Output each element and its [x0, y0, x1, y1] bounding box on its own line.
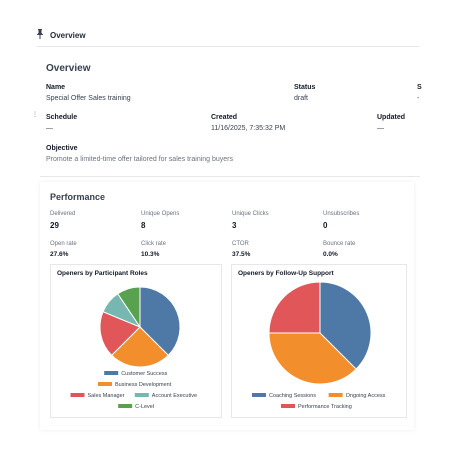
metric-value: 8 — [141, 221, 146, 230]
legend-swatch[interactable] — [70, 393, 85, 397]
rate-value: 27.6% — [50, 251, 69, 258]
created-value: 11/16/2025, 7:35:32 PM — [211, 125, 286, 132]
name-label: Name — [46, 84, 66, 91]
rate-value: 0.0% — [323, 251, 338, 258]
drag-handle-icon[interactable]: ⋮ — [32, 112, 38, 118]
participant-roles-chart: Openers by Participant Roles Customer Su… — [50, 264, 222, 418]
legend-swatch[interactable] — [104, 371, 119, 375]
truncated-column-label: S — [417, 84, 422, 91]
status-value: draft — [294, 95, 309, 102]
metric-value: 0 — [323, 221, 328, 230]
schedule-value: — — [46, 125, 53, 132]
objective-label: Objective — [46, 145, 78, 152]
overview-heading: Overview — [46, 63, 91, 74]
objective-value: Promote a limited-time offer tailored fo… — [46, 156, 234, 163]
pie-slice-ongoing-access[interactable] — [268, 332, 357, 385]
updated-label: Updated — [377, 114, 405, 121]
rate-value: 10.3% — [141, 251, 160, 258]
legend-label[interactable]: Customer Success — [121, 371, 167, 377]
rate-value: 37.5% — [232, 251, 251, 258]
legend-swatch[interactable] — [118, 404, 133, 408]
metric-value: 3 — [232, 221, 237, 230]
metric-label: Unsubscribes — [323, 211, 360, 217]
pie-slice-sales-manager[interactable] — [99, 311, 141, 356]
legend-swatch[interactable] — [251, 393, 266, 397]
legend-label[interactable]: Account Executive — [152, 393, 197, 399]
pie-chart-svg: Customer Success Business Development Sale… — [70, 286, 197, 410]
legend-swatch[interactable] — [328, 393, 343, 397]
legend-label[interactable]: Coaching Sessions — [269, 393, 316, 399]
pie-slice-performance-tracking[interactable] — [268, 281, 321, 334]
pie-slice-c-level[interactable] — [117, 286, 141, 329]
page-title: Overview — [50, 30, 86, 40]
pie-chart-svg: Coaching Sessions Ongoing Access Performan… — [251, 281, 386, 410]
truncated-column-value: - — [417, 95, 420, 102]
rate-label: Bounce rate — [323, 241, 356, 247]
status-label: Status — [294, 84, 316, 91]
performance-heading: Performance — [50, 192, 106, 202]
name-value: Special Offer Sales training — [46, 95, 131, 102]
metric-value: 29 — [50, 221, 59, 230]
legend-swatch[interactable] — [98, 382, 112, 386]
legend-label[interactable]: Ongoing Access — [346, 393, 386, 399]
schedule-label: Schedule — [46, 114, 78, 121]
created-label: Created — [211, 114, 238, 121]
pie-slice-business-development[interactable] — [111, 326, 169, 368]
top-bar: Overview — [36, 26, 86, 44]
rate-label: CTOR — [232, 241, 249, 247]
metric-label: Delivered — [50, 211, 76, 217]
overview-card: Overview — [36, 54, 420, 176]
legend-label[interactable]: C-Level — [135, 404, 154, 410]
metric-label: Unique Opens — [141, 211, 180, 217]
legend-swatch[interactable] — [134, 393, 149, 397]
legend-label[interactable]: Performance Tracking — [298, 404, 352, 410]
rate-label: Click rate — [141, 241, 167, 247]
divider — [40, 176, 420, 177]
metric-label: Unique Clicks — [232, 211, 269, 217]
legend-label[interactable]: Sales Manager — [88, 393, 125, 399]
follow-up-support-chart: Openers by Follow-Up Support Coaching Se… — [231, 264, 407, 418]
legend-label[interactable]: Business Development — [115, 382, 172, 388]
pie-slice-customer-success[interactable] — [139, 286, 181, 356]
divider — [36, 46, 420, 47]
performance-card: Performance Delivered 29 Unique Opens 8 … — [40, 182, 414, 430]
chart-title: Openers by Follow-Up Support — [238, 270, 334, 277]
legend-swatch[interactable] — [281, 404, 295, 408]
updated-value: — — [377, 125, 384, 132]
chart-title: Openers by Participant Roles — [57, 270, 148, 277]
pin-icon[interactable] — [36, 26, 44, 44]
pie-slice-coaching-sessions[interactable] — [319, 281, 372, 370]
rate-label: Open rate — [50, 241, 77, 247]
